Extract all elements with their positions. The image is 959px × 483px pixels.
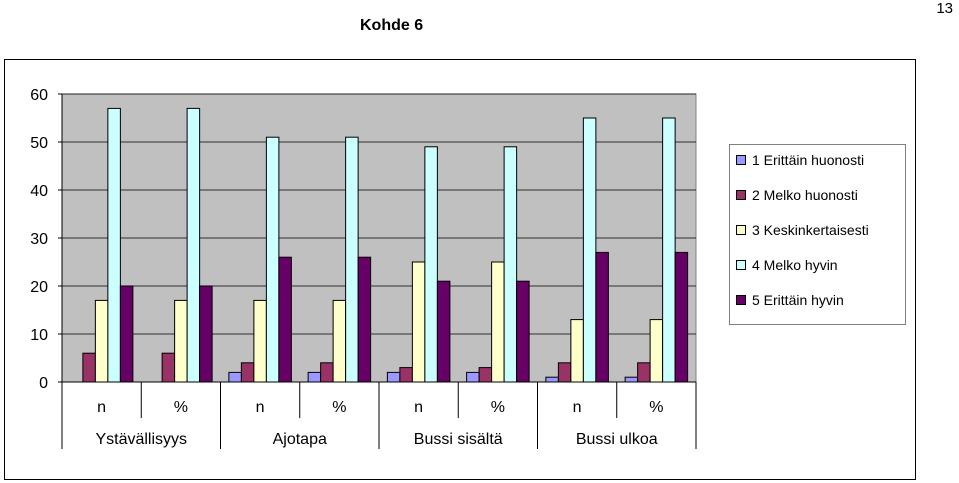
bar (570, 319, 584, 383)
bar (478, 367, 493, 383)
chart-title: Kohde 6 (360, 17, 424, 34)
bar (662, 117, 676, 383)
bar (320, 362, 334, 383)
bar (557, 362, 572, 383)
bar (332, 299, 347, 383)
legend-swatch (736, 190, 746, 200)
bar (174, 299, 188, 383)
bar (582, 117, 597, 383)
legend-item: 2 Melko huonosti (736, 187, 858, 203)
legend-label: 4 Melko hyvin (752, 257, 838, 273)
bar (307, 371, 322, 383)
y-tick-label: 30 (30, 231, 48, 248)
bar (424, 146, 438, 383)
y-tick-label: 10 (30, 327, 48, 344)
x-tick-label: n (573, 399, 582, 416)
y-tick-label: 60 (30, 87, 48, 104)
legend-item: 4 Melko hyvin (736, 257, 838, 273)
bar (545, 376, 559, 383)
x-tick-label: % (649, 399, 663, 416)
legend-label: 5 Erittäin hyvin (752, 292, 844, 308)
bar (503, 146, 518, 383)
bar (595, 251, 609, 383)
bar (516, 280, 530, 383)
x-tick-label: % (491, 399, 505, 416)
y-tick-label: 20 (30, 279, 48, 296)
bar (491, 261, 505, 383)
bar (624, 376, 639, 383)
bar (161, 352, 176, 383)
bar (637, 362, 651, 383)
legend-item: 1 Erittäin huonosti (736, 152, 864, 168)
bar (436, 280, 451, 383)
legend-swatch (736, 225, 746, 235)
bar (240, 362, 255, 383)
bar (345, 136, 359, 383)
bar (265, 136, 280, 383)
legend-item: 5 Erittäin hyvin (736, 292, 844, 308)
legend-swatch (736, 260, 746, 270)
y-tick-label: 50 (30, 135, 48, 152)
group-label: Bussi sisältä (414, 431, 503, 448)
bar (674, 251, 689, 383)
bar (186, 107, 201, 383)
x-tick-label: n (414, 399, 423, 416)
legend-label: 1 Erittäin huonosti (752, 152, 865, 168)
bar (94, 299, 109, 383)
bar (119, 285, 134, 383)
legend-item: 3 Keskinkertaisesti (736, 222, 869, 238)
x-tick-label: n (97, 399, 106, 416)
bar (399, 367, 413, 383)
bar (253, 299, 267, 383)
bar (278, 256, 292, 383)
y-tick-label: 40 (30, 183, 48, 200)
bar (199, 285, 213, 383)
legend-swatch (736, 155, 746, 165)
bar (228, 371, 242, 383)
y-tick-label: 0 (39, 375, 48, 392)
bar (82, 352, 96, 383)
x-tick-label: n (256, 399, 265, 416)
bar (649, 319, 664, 383)
page-number: 13 (936, 0, 953, 17)
legend-swatch (736, 295, 746, 305)
bar (357, 256, 372, 383)
bar (107, 107, 121, 383)
x-tick-label: % (174, 399, 188, 416)
chart-frame (4, 59, 916, 480)
group-label: Ystävällisyys (95, 431, 187, 448)
bar (466, 371, 480, 383)
bar (386, 371, 401, 383)
group-label: Ajotapa (273, 431, 327, 448)
legend-label: 3 Keskinkertaisesti (752, 222, 869, 238)
group-label: Bussi ulkoa (576, 431, 658, 448)
legend: 1 Erittäin huonosti 2 Melko huonosti 3 Kes… (729, 144, 906, 325)
legend-label: 2 Melko huonosti (752, 187, 858, 203)
bar (411, 261, 426, 383)
x-tick-label: % (332, 399, 346, 416)
